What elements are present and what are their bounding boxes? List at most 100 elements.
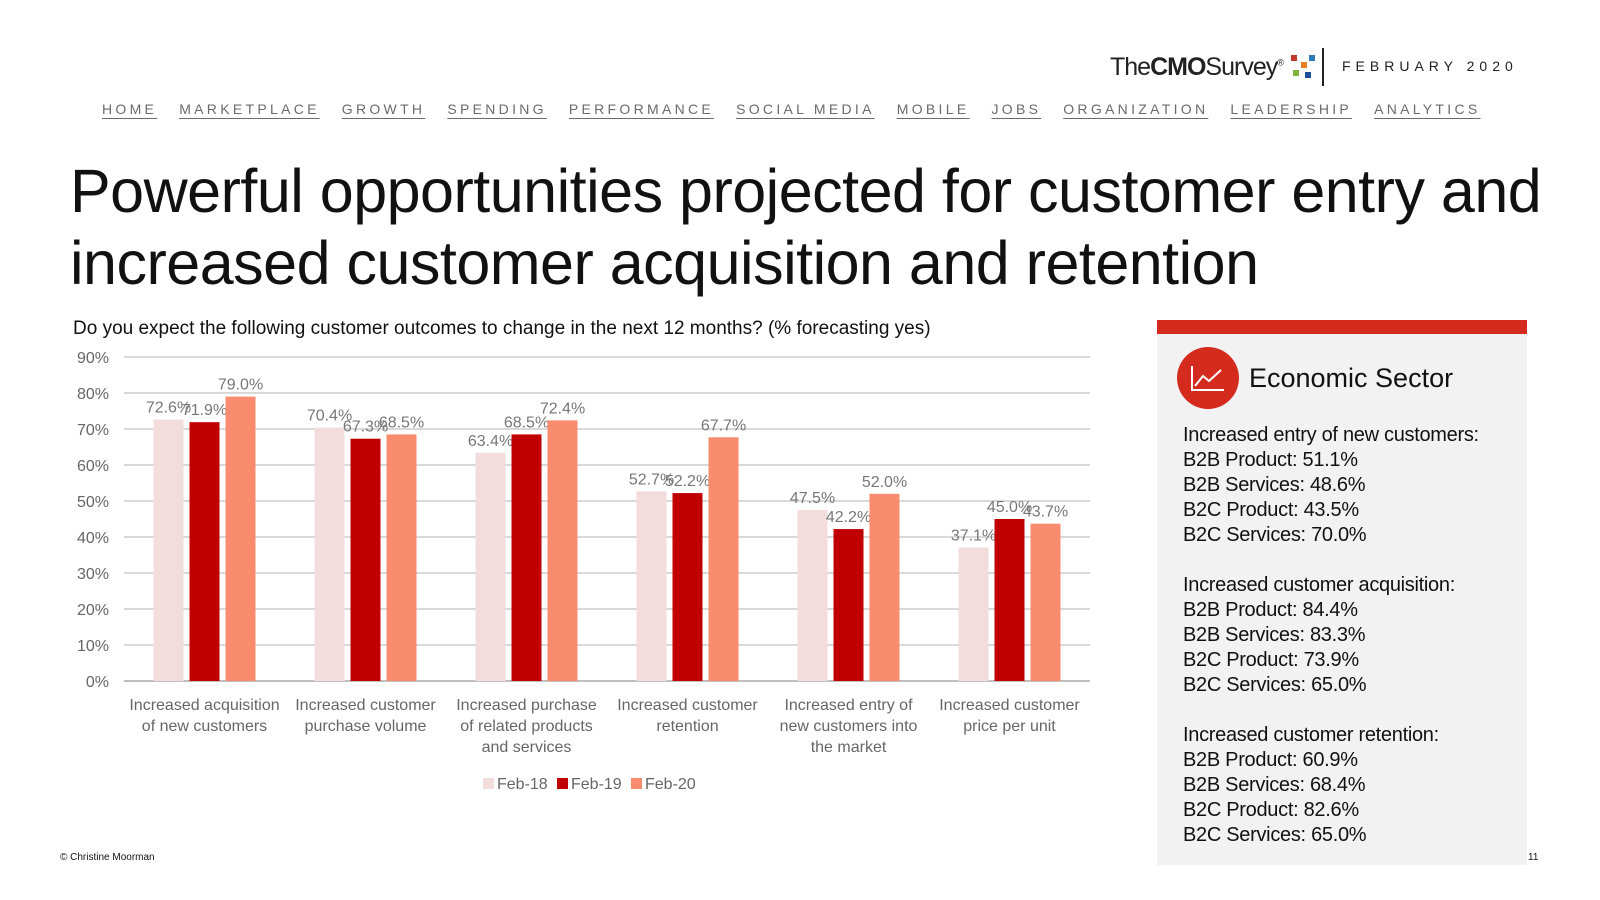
x-tick-label: purchase volume <box>305 718 427 735</box>
sector-stat-line: B2C Services: 70.0% <box>1183 524 1367 546</box>
nav-growth[interactable]: GROWTH <box>341 101 426 117</box>
panel-accent-bar <box>1157 320 1527 334</box>
data-label: 79.0% <box>218 377 263 394</box>
sector-stat-line: B2B Product: 60.9% <box>1183 749 1358 771</box>
data-label: 43.7% <box>1023 504 1068 521</box>
legend-label: Feb-20 <box>645 776 696 793</box>
sector-stat-line: B2C Product: 82.6% <box>1183 799 1359 821</box>
bar-feb-19 <box>833 529 864 681</box>
chart-question: Do you expect the following customer out… <box>73 318 931 339</box>
bar-feb-18 <box>153 419 184 681</box>
bar-feb-20 <box>547 420 578 681</box>
nav-home[interactable]: HOME <box>102 101 158 117</box>
header-divider <box>1322 48 1324 86</box>
y-tick-label: 80% <box>77 386 109 403</box>
legend-swatch-feb-20 <box>631 778 642 789</box>
nav-mobile[interactable]: MOBILE <box>896 101 970 117</box>
sector-group-heading: Increased entry of new customers: <box>1183 424 1479 446</box>
x-tick-label: the market <box>811 739 887 756</box>
data-label: 42.2% <box>826 509 871 526</box>
x-tick-label: and services <box>482 739 572 756</box>
data-label: 52.2% <box>665 473 710 490</box>
copyright: © Christine Moorman <box>60 852 155 863</box>
data-label: 52.7% <box>629 471 674 488</box>
sector-title: Economic Sector <box>1249 363 1454 393</box>
bar-feb-19 <box>189 422 220 681</box>
sector-stat-line: B2C Product: 73.9% <box>1183 649 1359 671</box>
data-label: 70.4% <box>307 408 352 425</box>
bar-feb-19 <box>511 434 542 681</box>
bar-feb-18 <box>636 491 667 681</box>
data-label: 72.6% <box>146 400 191 417</box>
x-tick-label: retention <box>656 718 718 735</box>
bar-feb-20 <box>225 396 256 681</box>
y-tick-label: 70% <box>77 422 109 439</box>
bar-feb-20 <box>386 434 417 681</box>
legend-label: Feb-19 <box>571 776 622 793</box>
top-nav: HOME MARKETPLACE GROWTH SPENDING PERFORMANCE… <box>102 101 1481 117</box>
y-tick-label: 20% <box>77 602 109 619</box>
nav-organization[interactable]: ORGANIZATION <box>1063 101 1209 117</box>
bar-feb-18 <box>958 547 989 681</box>
economic-sector-panel: Economic Sector Increased entry of new c… <box>1157 320 1527 865</box>
bar-feb-20 <box>869 493 900 681</box>
x-tick-label: new customers into <box>780 718 918 735</box>
y-tick-label: 50% <box>77 494 109 511</box>
nav-analytics[interactable]: ANALYTICS <box>1374 101 1481 117</box>
logo-dots-icon <box>1287 52 1321 82</box>
data-label: 52.0% <box>862 474 907 491</box>
x-tick-label: Increased customer <box>939 697 1080 714</box>
sector-group: Increased customer retention: B2B Product… <box>1183 723 1479 848</box>
x-tick-label: Increased customer <box>617 697 758 714</box>
data-label: 67.7% <box>701 417 746 434</box>
x-tick-label: Increased purchase <box>456 697 597 714</box>
sector-stat-line: B2B Product: 51.1% <box>1183 449 1358 471</box>
data-label: 68.5% <box>504 414 549 431</box>
nav-social-media[interactable]: SOCIAL MEDIA <box>736 101 875 117</box>
nav-performance[interactable]: PERFORMANCE <box>568 101 715 117</box>
data-label: 47.5% <box>790 490 835 507</box>
x-tick-label: of new customers <box>142 718 267 735</box>
data-label: 71.9% <box>182 402 227 419</box>
nav-jobs[interactable]: JOBS <box>991 101 1042 117</box>
x-tick-label: price per unit <box>963 718 1056 735</box>
data-label: 45.0% <box>987 499 1032 516</box>
page-title: Powerful opportunities projected for cus… <box>70 157 1542 297</box>
sector-stat-line: B2B Services: 48.6% <box>1183 474 1366 496</box>
data-label: 68.5% <box>379 414 424 431</box>
bar-chart: 0% 10% 20% 30% 40% 50% 60% 70% 80% 90% 72.6%71.9% 7… <box>77 350 1090 793</box>
page-number: 11 <box>1528 852 1539 863</box>
legend-swatch-feb-19 <box>557 778 568 789</box>
y-tick-label: 60% <box>77 458 109 475</box>
data-label: 67.3% <box>343 419 388 436</box>
sector-stat-line: B2C Product: 43.5% <box>1183 499 1359 521</box>
nav-spending[interactable]: SPENDING <box>447 101 547 117</box>
bar-feb-19 <box>994 519 1025 681</box>
y-tick-label: 10% <box>77 638 109 655</box>
sector-stat-line: B2C Services: 65.0% <box>1183 824 1367 846</box>
x-tick-label: of related products <box>460 718 593 735</box>
x-tick-label: Increased customer <box>295 697 436 714</box>
y-tick-label: 0% <box>86 674 109 691</box>
cmo-survey-logo[interactable]: TheCMOSurvey® <box>1110 50 1321 84</box>
survey-date: FEBRUARY 2020 <box>1342 58 1518 74</box>
sector-stat-line: B2B Services: 83.3% <box>1183 624 1366 646</box>
sector-group: Increased entry of new customers: B2B Pro… <box>1183 423 1479 548</box>
nav-marketplace[interactable]: MARKETPLACE <box>179 101 320 117</box>
bar-feb-19 <box>672 493 703 681</box>
x-tick-label: Increased entry of <box>784 697 913 714</box>
data-label: 63.4% <box>468 433 513 450</box>
data-label: 72.4% <box>540 400 585 417</box>
bar-feb-20 <box>708 437 739 681</box>
bar-feb-19 <box>350 438 381 681</box>
sector-group: Increased customer acquisition: B2B Produ… <box>1183 573 1479 698</box>
y-tick-label: 30% <box>77 566 109 583</box>
logo-text: TheCMOSurvey® <box>1110 52 1284 81</box>
sector-stats: Increased entry of new customers: B2B Pro… <box>1183 423 1479 873</box>
y-tick-label: 90% <box>77 350 109 367</box>
y-tick-label: 40% <box>77 530 109 547</box>
legend-swatch-feb-18 <box>483 778 494 789</box>
sector-group-heading: Increased customer acquisition: <box>1183 574 1455 596</box>
sector-stat-line: B2B Services: 68.4% <box>1183 774 1366 796</box>
nav-leadership[interactable]: LEADERSHIP <box>1230 101 1353 117</box>
